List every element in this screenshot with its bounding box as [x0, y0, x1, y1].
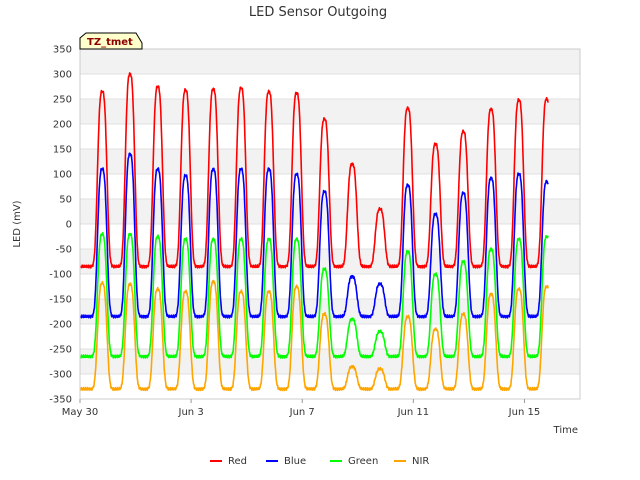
plot-band — [80, 74, 580, 99]
y-tick-label: 350 — [53, 45, 72, 56]
series-layer — [79, 72, 549, 392]
y-tick-label: 0 — [66, 220, 72, 231]
plot-band — [80, 149, 580, 174]
series-line-blue — [79, 152, 549, 319]
y-tick-label: 50 — [59, 195, 72, 206]
x-tick-label: May 30 — [62, 407, 99, 418]
plot-band — [80, 124, 580, 149]
y-tick-label: -50 — [56, 245, 72, 256]
legend-label-green: Green — [348, 456, 378, 467]
plot-band — [80, 49, 580, 74]
y-tick-label: -200 — [49, 320, 72, 331]
legend: Red Blue Green NIR — [210, 456, 429, 467]
x-tick-label: Jun 15 — [508, 407, 541, 418]
y-tick-label: 150 — [53, 145, 72, 156]
series-line-red — [79, 72, 549, 269]
x-axis-ticks: May 30 Jun 3 Jun 7 Jun 11 Jun 15 — [62, 399, 540, 418]
y-tick-label: -250 — [49, 345, 72, 356]
series-line-green — [79, 231, 549, 359]
y-tick-label: 300 — [53, 70, 72, 81]
plot-frame — [79, 48, 581, 400]
y-tick-label: 100 — [53, 170, 72, 181]
plot-band — [80, 374, 580, 399]
y-axis-label: LED (mV) — [12, 200, 23, 247]
y-tick-label: -350 — [49, 395, 72, 406]
y-tick-label: -100 — [49, 270, 72, 281]
legend-label-red: Red — [228, 456, 247, 467]
legend-label-nir: NIR — [412, 456, 429, 467]
x-tick-label: Jun 7 — [289, 407, 315, 418]
chart-title: LED Sensor Outgoing — [249, 5, 387, 20]
y-tick-label: 250 — [53, 95, 72, 106]
y-tick-label: -150 — [49, 295, 72, 306]
y-tick-label: -300 — [49, 370, 72, 381]
plot-band — [80, 99, 580, 124]
x-tick-label: Jun 11 — [397, 407, 430, 418]
legend-label-blue: Blue — [284, 456, 306, 467]
site-label-badge: TZ_tmet — [79, 32, 143, 50]
site-label-box — [79, 32, 143, 50]
y-axis-ticks: -350 -300 -250 -200 -150 -100 -50 0 50 100 150 200 2… — [49, 45, 72, 406]
x-axis-label: Time — [553, 425, 578, 436]
y-tick-label: 200 — [53, 120, 72, 131]
series-line-nir — [80, 279, 549, 392]
site-label: TZ_tmet — [87, 37, 133, 48]
x-tick-label: Jun 3 — [178, 407, 204, 418]
